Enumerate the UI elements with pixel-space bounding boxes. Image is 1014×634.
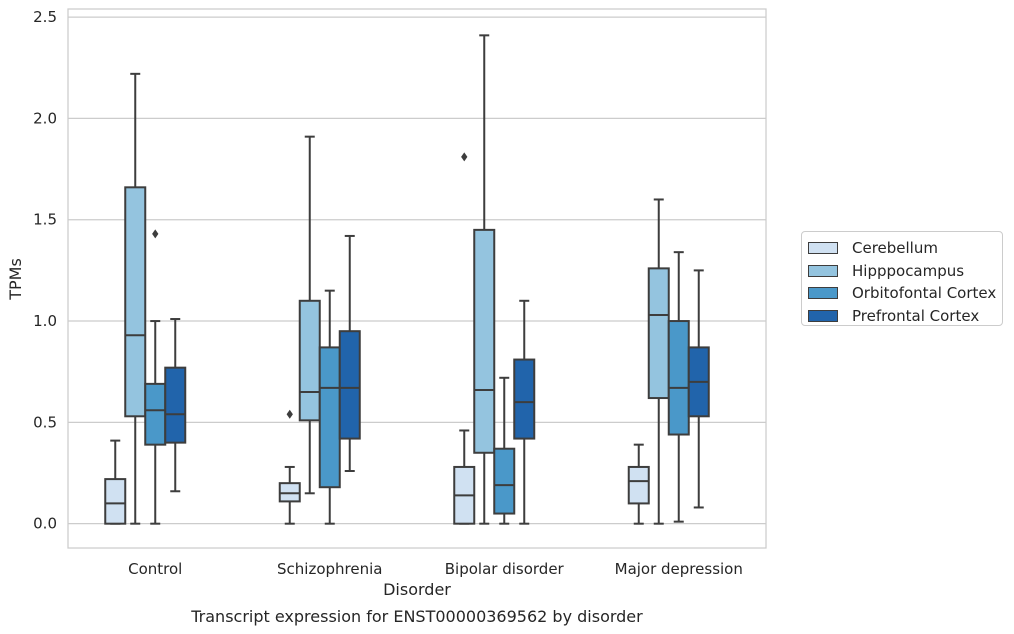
box bbox=[278, 482, 301, 503]
x-tick-label: Bipolar disorder bbox=[445, 560, 565, 578]
chart-title: Transcript expression for ENST0000036956… bbox=[190, 607, 643, 626]
outlier-point bbox=[461, 152, 468, 162]
legend-item: Hipppocampus bbox=[808, 260, 1002, 283]
x-tick-label: Schizophrenia bbox=[277, 560, 382, 578]
x-tick-label: Major depression bbox=[615, 560, 743, 578]
box bbox=[647, 267, 670, 400]
box-hipppocampus bbox=[473, 34, 496, 525]
box-orbitofontal-cortex bbox=[318, 289, 341, 525]
box-hipppocampus bbox=[298, 135, 321, 495]
y-tick-label: 0.5 bbox=[33, 413, 57, 431]
box bbox=[338, 330, 361, 440]
x-tick-label: Control bbox=[128, 560, 182, 578]
outlier-point bbox=[286, 409, 293, 419]
legend-label: Prefrontal Cortex bbox=[852, 306, 980, 325]
box bbox=[513, 358, 536, 440]
y-tick-labels: 0.0 0.5 1.0 1.5 2.0 2.5 bbox=[33, 8, 57, 533]
box bbox=[627, 465, 650, 505]
box-hipppocampus bbox=[647, 198, 670, 525]
box-cerebellum bbox=[278, 409, 301, 525]
box bbox=[104, 478, 127, 525]
box bbox=[144, 382, 167, 446]
box bbox=[164, 366, 187, 444]
box-orbitofontal-cortex bbox=[667, 251, 690, 523]
legend-label: Cerebellum bbox=[852, 239, 938, 258]
y-tick-label: 1.0 bbox=[33, 312, 57, 330]
x-tick-labels: Control Schizophrenia Bipolar disorder Majo… bbox=[128, 560, 743, 578]
box-cerebellum bbox=[453, 152, 476, 525]
legend-item: Orbitofontal Cortex bbox=[808, 282, 1002, 305]
box-cerebellum bbox=[627, 443, 650, 525]
box bbox=[473, 228, 496, 454]
box-cerebellum bbox=[104, 439, 127, 525]
legend-item: Cerebellum bbox=[808, 237, 1002, 260]
y-axis-label: TPMs bbox=[6, 258, 25, 301]
box-prefrontal-cortex bbox=[513, 299, 536, 525]
box bbox=[298, 299, 321, 422]
box-prefrontal-cortex bbox=[338, 234, 361, 472]
box-orbitofontal-cortex bbox=[493, 376, 516, 525]
box-groups bbox=[104, 34, 710, 525]
x-axis-label: Disorder bbox=[383, 580, 451, 599]
y-tick-label: 0.0 bbox=[33, 515, 57, 533]
y-tick-label: 1.5 bbox=[33, 211, 57, 229]
box-hipppocampus bbox=[124, 72, 147, 525]
box-prefrontal-cortex bbox=[687, 269, 710, 509]
legend-swatch bbox=[808, 264, 838, 277]
box bbox=[318, 346, 341, 489]
y-tick-label: 2.0 bbox=[33, 109, 57, 127]
box-prefrontal-cortex bbox=[164, 318, 187, 493]
plot-area bbox=[67, 8, 767, 549]
box bbox=[493, 447, 516, 515]
outlier-point bbox=[152, 229, 159, 239]
box bbox=[124, 186, 147, 418]
legend-item: Prefrontal Cortex bbox=[808, 305, 1002, 328]
legend-label: Hipppocampus bbox=[852, 261, 965, 280]
y-tick-label: 2.5 bbox=[33, 8, 57, 26]
legend-swatch bbox=[808, 242, 838, 255]
legend-label: Orbitofontal Cortex bbox=[852, 284, 997, 303]
box-orbitofontal-cortex bbox=[144, 229, 167, 525]
box bbox=[667, 320, 690, 436]
legend-swatch bbox=[808, 309, 838, 322]
legend-swatch bbox=[808, 287, 838, 300]
legend: Cerebellum Hipppocampus Orbitofontal Corte… bbox=[801, 231, 1003, 326]
